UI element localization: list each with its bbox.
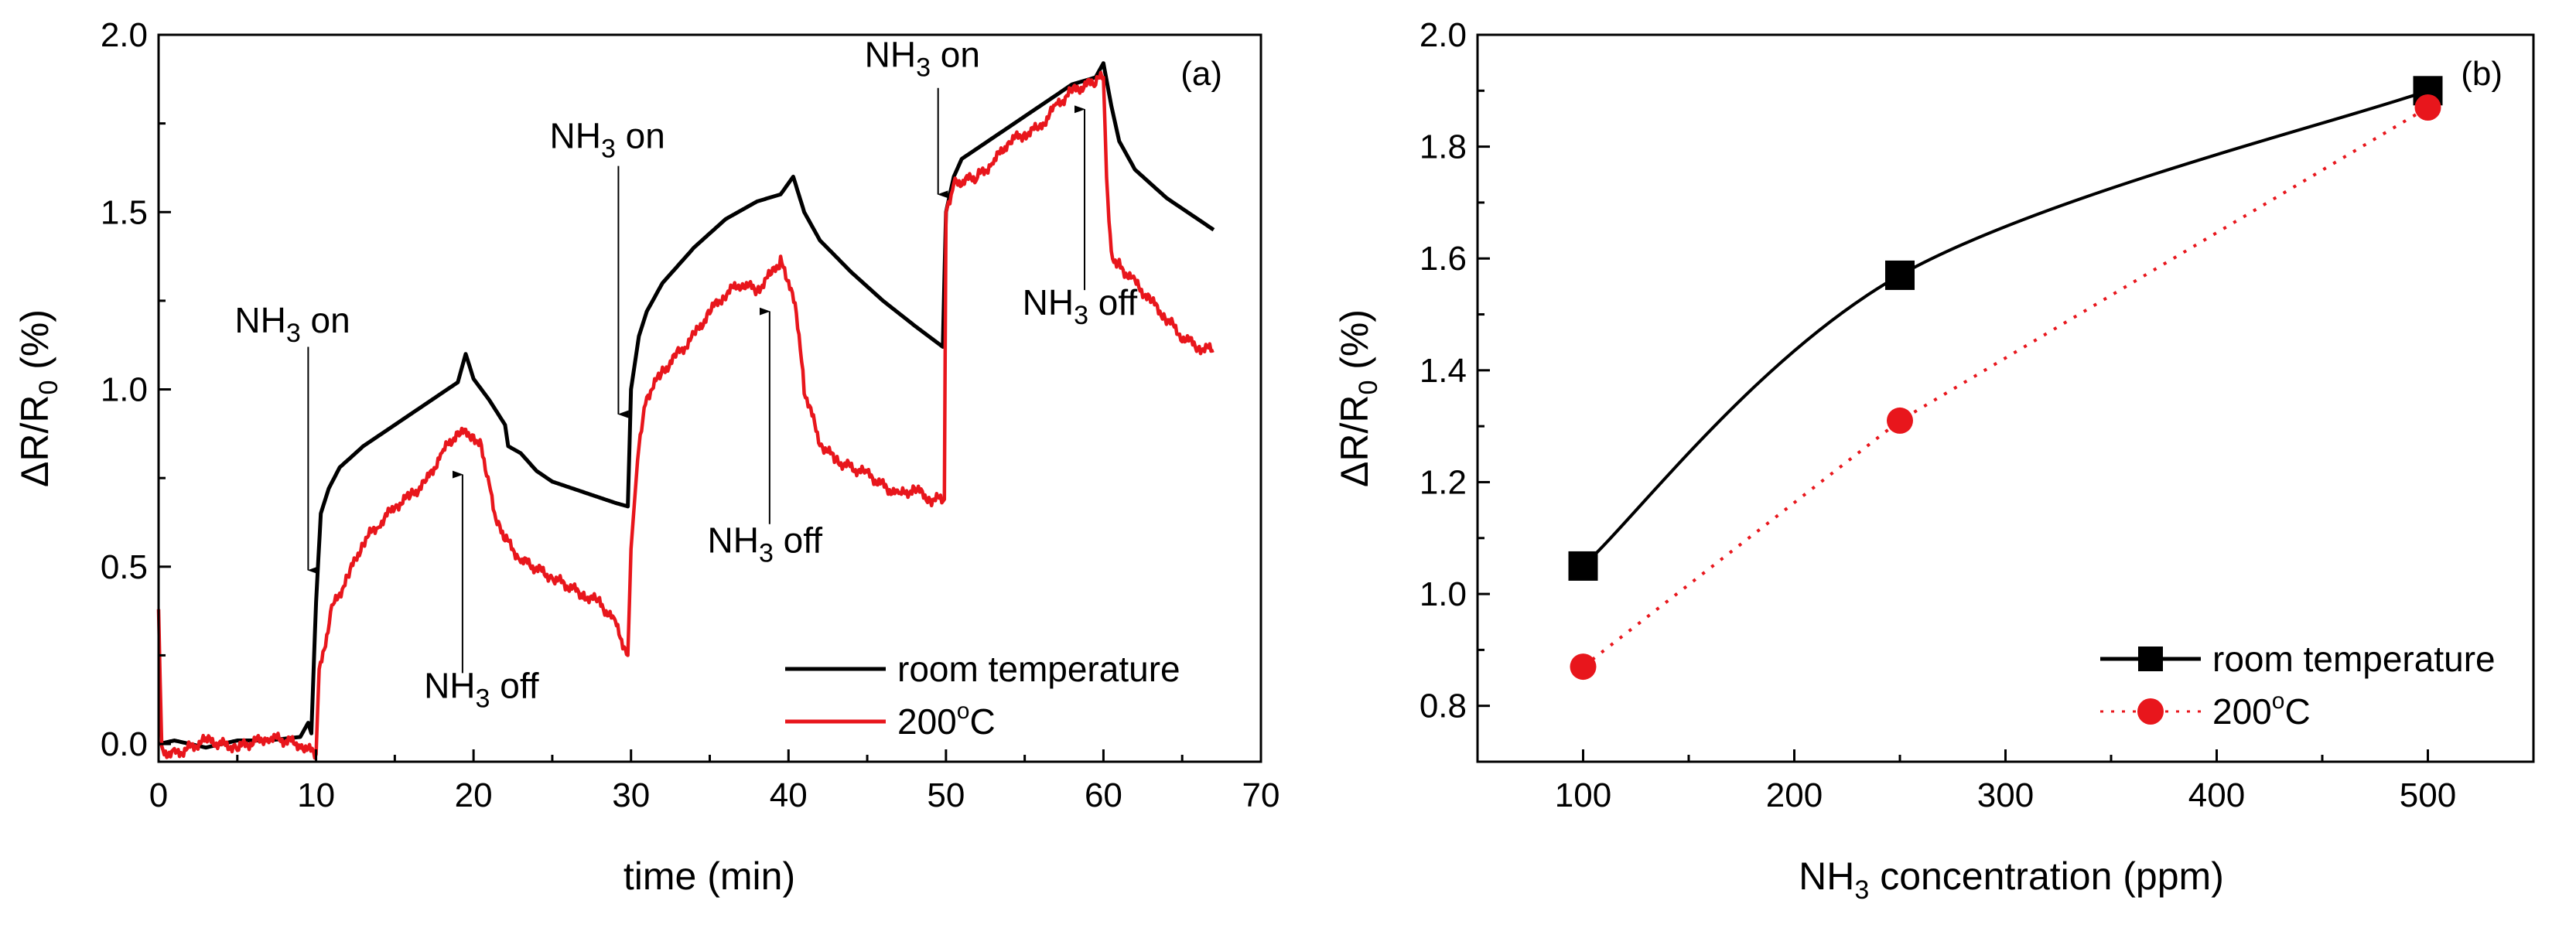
chart-a-y-tick-label: 2.0 bbox=[101, 16, 148, 54]
chart-b-y-tick-label: 1.2 bbox=[1420, 463, 1467, 501]
data-point-200c bbox=[2414, 94, 2441, 121]
annotation-label-part: 3 bbox=[759, 538, 774, 568]
annotation-label: NH3 off bbox=[1023, 282, 1138, 330]
annotation-label-part: off bbox=[1088, 282, 1137, 322]
chart-b-y-tick-label: 2.0 bbox=[1420, 16, 1467, 54]
chart-b-y-axis-title: ΔR/R0 (%) bbox=[1333, 309, 1383, 487]
chart-a-x-tick-label: 50 bbox=[927, 776, 965, 814]
chart-a-y-axis-title: ΔR/R0 (%) bbox=[13, 309, 63, 487]
annotation-label-part: 3 bbox=[1074, 301, 1088, 330]
annotation-label-part: NH bbox=[1023, 282, 1074, 322]
chart-b-ticks: 100 200 300 400 500 0.8 1.0 1.2 1.4 1.6 1.8 2.0 bbox=[1420, 16, 2456, 814]
annotation-label-part: off bbox=[490, 665, 538, 705]
chart-b-x-tick-label: 200 bbox=[1766, 776, 1823, 814]
chart-a-y-axis-title-unit: (%) bbox=[13, 309, 56, 380]
annotation-label-part: NH bbox=[234, 300, 285, 340]
chart-a-series-layer bbox=[156, 61, 1215, 760]
chart-b-x-tick-label: 400 bbox=[2188, 776, 2245, 814]
data-point-200c bbox=[1887, 407, 1913, 434]
chart-b-y-tick-label: 1.8 bbox=[1420, 128, 1467, 166]
annotation-label: NH3 on bbox=[234, 300, 350, 348]
chart-a-legend-label: room temperature bbox=[897, 649, 1180, 689]
chart-a-y-tick-label: 0.0 bbox=[101, 725, 148, 763]
chart-a-legend-label-part: C bbox=[969, 701, 995, 742]
annotation-label-part: NH bbox=[550, 116, 601, 156]
series-line-200c bbox=[1582, 106, 2429, 668]
data-point-200c bbox=[1570, 653, 1597, 681]
chart-a-y-axis-title-sub: 0 bbox=[34, 380, 63, 395]
chart-a-legend-label-part: 200 bbox=[897, 701, 957, 742]
chart-b-y-tick-label: 0.8 bbox=[1420, 687, 1467, 725]
chart-b-legend-label-part: C bbox=[2284, 691, 2310, 732]
chart-b-x-axis-title-sub: 3 bbox=[1854, 875, 1869, 905]
chart-b-legend-label-part: 200 bbox=[2212, 691, 2272, 732]
chart-b-y-tick-label: 1.4 bbox=[1420, 352, 1467, 390]
annotation-label: NH3 on bbox=[865, 34, 980, 82]
series-line-room-temperature bbox=[158, 61, 1215, 750]
annotation-label-part: 3 bbox=[286, 319, 301, 348]
chart-b-x-tick-label: 300 bbox=[1977, 776, 2034, 814]
chart-a: 0 10 20 30 40 50 60 700.00.51.01.52.0 NH3 onNH3… bbox=[13, 16, 1279, 898]
annotation-label-part: NH bbox=[708, 520, 759, 560]
chart-b-x-axis-title: NH3 concentration (ppm) bbox=[1799, 855, 2224, 905]
annotation-label-part: 3 bbox=[916, 53, 931, 82]
annotation-label: NH3 off bbox=[708, 520, 823, 568]
data-point-room-temperature bbox=[1568, 551, 1598, 581]
chart-b-legend-label-part: o bbox=[2272, 688, 2285, 714]
chart-a-y-tick-label: 1.5 bbox=[101, 193, 148, 231]
annotation-label-part: on bbox=[931, 34, 980, 74]
chart-a-x-tick-label: 30 bbox=[612, 776, 650, 814]
chart-a-legend-label-part: room temperature bbox=[897, 649, 1180, 689]
chart-b-legend-label-part: room temperature bbox=[2212, 639, 2496, 679]
annotation-label-part: 3 bbox=[476, 684, 490, 713]
chart-b-legend-marker bbox=[2137, 698, 2164, 725]
chart-b-y-tick-label: 1.0 bbox=[1420, 575, 1467, 613]
chart-a-legend-label-part: o bbox=[957, 698, 970, 724]
chart-b-y-axis-title-main: ΔR/R bbox=[1333, 395, 1376, 488]
chart-a-ticks: 0 10 20 30 40 50 60 70 0.0 0.5 1.0 1.5 2.0 bbox=[101, 16, 1280, 814]
chart-b-series-layer bbox=[1568, 76, 2443, 681]
chart-b-x-axis-title-main: NH bbox=[1799, 855, 1854, 898]
chart-a-legend-label: 200oC bbox=[897, 698, 996, 742]
chart-a-x-tick-label: 70 bbox=[1242, 776, 1280, 814]
chart-a-legend: room temperature 200oC bbox=[785, 649, 1180, 742]
chart-b-x-tick-label: 500 bbox=[2400, 776, 2456, 814]
series-line-200c bbox=[156, 70, 1215, 760]
chart-b-legend-label: 200oC bbox=[2212, 688, 2311, 732]
chart-b-legend-marker bbox=[2138, 647, 2163, 671]
chart-a-x-axis-title: time (min) bbox=[624, 855, 795, 898]
annotation-label-part: off bbox=[774, 520, 822, 560]
chart-b-y-axis-title-unit: (%) bbox=[1333, 309, 1376, 380]
chart-b-x-tick-label: 100 bbox=[1555, 776, 1611, 814]
annotation-label-part: on bbox=[616, 116, 665, 156]
chart-a-y-axis-title-main: ΔR/R bbox=[13, 395, 56, 488]
annotation-label: NH3 off bbox=[424, 665, 539, 713]
chart-a-panel-label: (a) bbox=[1180, 55, 1222, 93]
annotation-label-part: 3 bbox=[601, 135, 616, 164]
chart-a-y-tick-label: 0.5 bbox=[101, 548, 148, 586]
chart-b-panel-label: (b) bbox=[2461, 55, 2503, 93]
chart-a-x-tick-label: 0 bbox=[149, 776, 168, 814]
chart-a-x-tick-label: 40 bbox=[770, 776, 808, 814]
chart-b-y-axis-title-sub: 0 bbox=[1354, 380, 1383, 395]
chart-a-x-tick-label: 10 bbox=[297, 776, 335, 814]
data-point-room-temperature bbox=[1885, 260, 1915, 290]
annotation-label-part: on bbox=[301, 300, 350, 340]
annotation-label-part: NH bbox=[865, 34, 916, 74]
annotation-label: NH3 on bbox=[550, 116, 665, 164]
chart-b-legend-label: room temperature bbox=[2212, 639, 2496, 679]
chart-a-x-tick-label: 20 bbox=[455, 776, 493, 814]
annotation-label-part: NH bbox=[424, 665, 475, 705]
chart-b-legend: room temperature 200oC bbox=[2100, 639, 2496, 732]
chart-b-x-axis-title-rest: concentration (ppm) bbox=[1869, 855, 2224, 898]
chart-a-x-tick-label: 60 bbox=[1085, 776, 1122, 814]
chart-b-y-tick-label: 1.6 bbox=[1420, 240, 1467, 278]
series-line-room-temperature bbox=[1582, 89, 2429, 568]
chart-b: 100 200 300 400 500 0.8 1.0 1.2 1.4 1.6 1.8 2.0 (b)… bbox=[1333, 16, 2535, 905]
chart-a-y-tick-label: 1.0 bbox=[101, 371, 148, 409]
